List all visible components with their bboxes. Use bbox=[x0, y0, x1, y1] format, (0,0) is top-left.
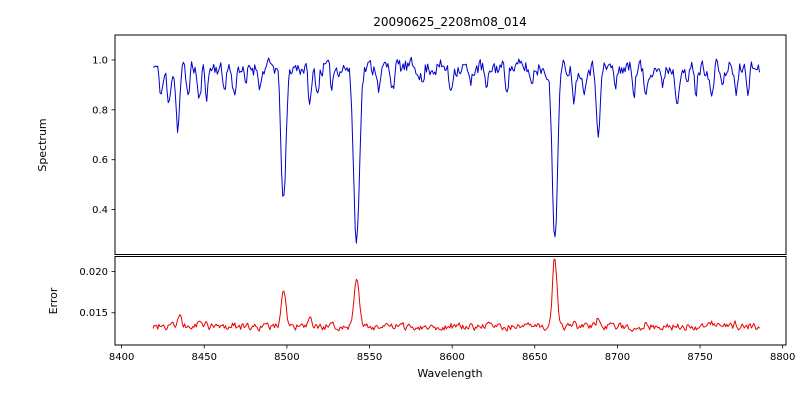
x-tick-label: 8750 bbox=[687, 352, 712, 363]
panel-frame-error bbox=[114, 256, 787, 346]
x-tick-label: 8400 bbox=[109, 352, 134, 363]
y-tick-label-error: 0.020 bbox=[79, 267, 108, 278]
y-tick-label-spectrum: 0.8 bbox=[92, 105, 108, 116]
chart-title: 20090625_2208m08_014 bbox=[373, 15, 526, 29]
x-tick-label: 8500 bbox=[274, 352, 299, 363]
x-axis-label: Wavelength bbox=[417, 367, 482, 380]
panel-frame-spectrum bbox=[114, 34, 787, 255]
y-tick-label-spectrum: 0.4 bbox=[92, 205, 108, 216]
error-line bbox=[152, 258, 760, 332]
x-tick-label: 8550 bbox=[357, 352, 382, 363]
y-tick-label-error: 0.015 bbox=[79, 308, 108, 319]
x-tick-label: 8450 bbox=[192, 352, 217, 363]
x-tick-label: 8600 bbox=[439, 352, 464, 363]
y-tick-label-spectrum: 1.0 bbox=[92, 55, 108, 66]
x-tick-label: 8700 bbox=[605, 352, 630, 363]
plot-content: 0.4 0.6 0.8 1.0 0.015 0.020 8400 8450 8500 8550 86… bbox=[79, 34, 795, 363]
x-tick-label: 8800 bbox=[770, 352, 795, 363]
y-axis-label-spectrum: Spectrum bbox=[36, 118, 49, 171]
x-tick-label: 8650 bbox=[522, 352, 547, 363]
spectrum-line bbox=[152, 56, 761, 244]
y-tick-label-spectrum: 0.6 bbox=[92, 155, 108, 166]
y-axis-label-error: Error bbox=[47, 287, 60, 314]
